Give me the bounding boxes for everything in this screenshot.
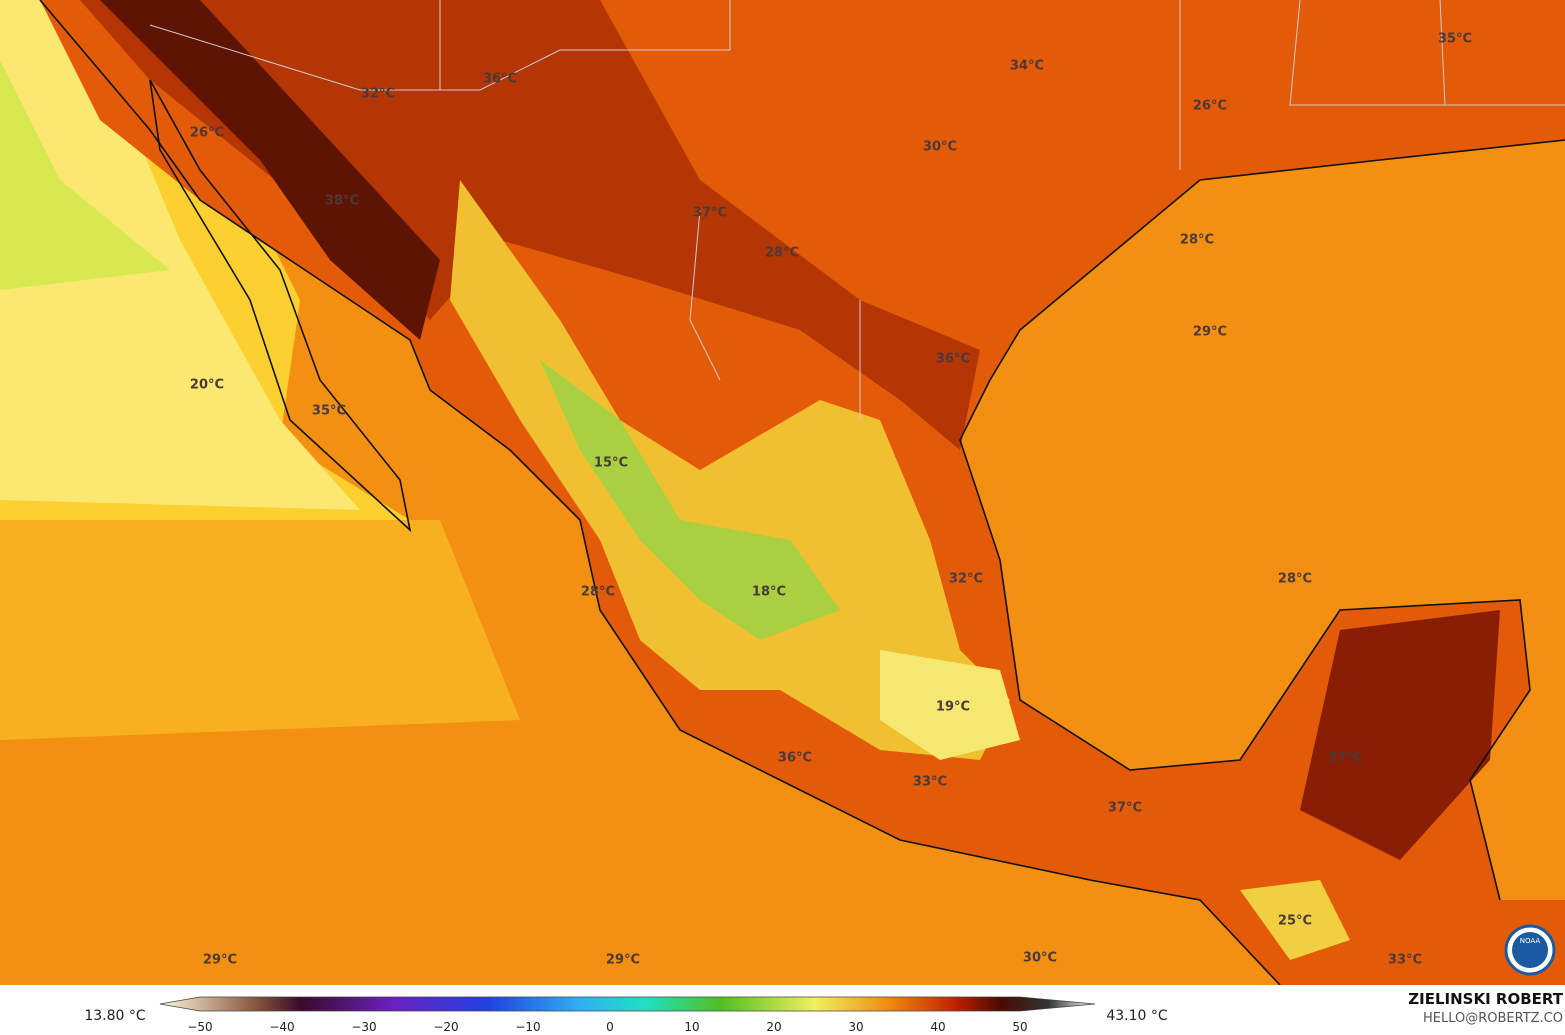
colorbar-tick-label: −20 <box>433 1020 458 1034</box>
temperature-label: 28°C <box>581 585 615 600</box>
credit-name: ZIELINSKI ROBERT <box>1408 990 1563 1008</box>
colorbar <box>159 996 1096 1012</box>
temperature-label: 35°C <box>1438 32 1472 47</box>
colorbar-tick-label: −40 <box>269 1020 294 1034</box>
temperature-label: 33°C <box>913 775 947 790</box>
temperature-label: 19°C <box>936 700 970 715</box>
temperature-label: 29°C <box>606 953 640 968</box>
map-background <box>0 0 1565 986</box>
noaa-logo: NOAA <box>1504 924 1556 976</box>
temperature-label: 36°C <box>936 352 970 367</box>
temperature-label: 29°C <box>1193 325 1227 340</box>
colorbar-tick-label: −50 <box>187 1020 212 1034</box>
colorbar-tick-label: 30 <box>848 1020 863 1034</box>
temperature-label: 30°C <box>923 140 957 155</box>
credit-email: HELLO@ROBERTZ.CO <box>1423 1011 1563 1026</box>
temperature-label: 34°C <box>1010 59 1044 74</box>
temperature-label: 15°C <box>594 456 628 471</box>
temperature-label: 26°C <box>190 126 224 141</box>
temperature-label: 32°C <box>361 87 395 102</box>
temperature-label: 37°C <box>1108 801 1142 816</box>
legend-max: 43.10 °C <box>1106 1008 1168 1024</box>
temperature-label: 30°C <box>1023 951 1057 966</box>
temperature-label: 28°C <box>1180 233 1214 248</box>
colorbar-tick-label: 40 <box>930 1020 945 1034</box>
temperature-label: 18°C <box>752 585 786 600</box>
temperature-label: 28°C <box>765 246 799 261</box>
colorbar-tick-label: −30 <box>351 1020 376 1034</box>
logo-text: NOAA <box>1520 937 1541 945</box>
temperature-label: 28°C <box>1278 572 1312 587</box>
temperature-label: 32°C <box>949 572 983 587</box>
temperature-label: 33°C <box>1388 953 1422 968</box>
temperature-label: 38°C <box>325 194 359 209</box>
temperature-label: 25°C <box>1278 914 1312 929</box>
colorbar-ticks: −50 −40 −30 −20 −10 0 10 20 30 40 50 <box>187 1020 1027 1034</box>
temperature-label: 29°C <box>203 953 237 968</box>
temperature-label: 26°C <box>1193 99 1227 114</box>
temperature-labels: 35°C 34°C 36°C 32°C 26°C 26°C 30°C 38°C 37°C 28°C… <box>190 32 1472 968</box>
temperature-label: 20°C <box>190 378 224 393</box>
colorbar-tick-label: 20 <box>766 1020 781 1034</box>
colorbar-tick-label: −10 <box>515 1020 540 1034</box>
temperature-label: 37°C <box>1328 751 1362 766</box>
colorbar-tick-label: 10 <box>684 1020 699 1034</box>
temperature-label: 37°C <box>693 206 727 221</box>
colorbar-tick-label: 0 <box>606 1020 614 1034</box>
legend-min: 13.80 °C <box>84 1008 146 1024</box>
temperature-label: 36°C <box>778 751 812 766</box>
temperature-label: 35°C <box>312 404 346 419</box>
temperature-label: 36°C <box>483 72 517 87</box>
colorbar-tick-label: 50 <box>1012 1020 1027 1034</box>
